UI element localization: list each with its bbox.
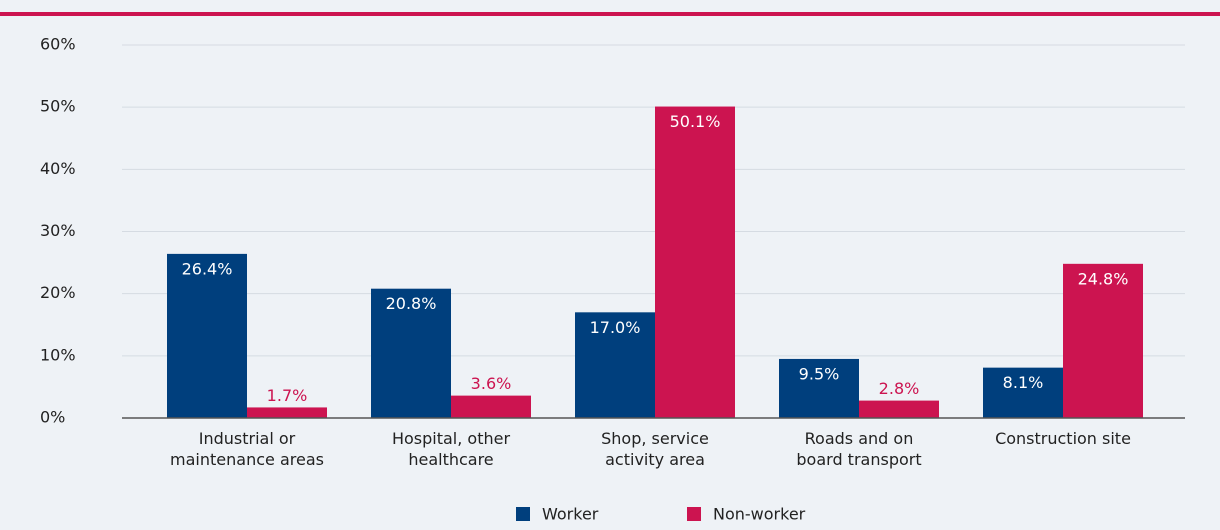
bar [575, 312, 655, 418]
bar [247, 407, 327, 418]
legend-swatch [687, 507, 701, 521]
top-rule [0, 12, 1220, 16]
legend-label: Worker [542, 505, 599, 524]
value-label: 9.5% [799, 364, 840, 383]
y-tick-label: 40% [40, 159, 76, 178]
value-label: 26.4% [182, 259, 233, 278]
legend-label: Non-worker [713, 505, 806, 524]
value-label: 17.0% [590, 318, 641, 337]
value-label: 24.8% [1078, 269, 1129, 288]
x-tick-label: Shop, service activity area [601, 429, 709, 469]
bar [167, 253, 247, 418]
value-label: 3.6% [471, 374, 512, 393]
y-tick-label: 30% [40, 221, 76, 240]
x-tick-label: Hospital, other healthcare [391, 429, 511, 469]
x-tick-label: Industrial or maintenance areas [170, 429, 324, 469]
legend-swatch [516, 507, 530, 521]
bar [1063, 263, 1143, 418]
bar [779, 358, 859, 418]
y-tick-label: 20% [40, 283, 76, 302]
value-label: 8.1% [1003, 373, 1044, 392]
value-label: 20.8% [386, 294, 437, 313]
y-tick-label: 10% [40, 345, 76, 364]
y-tick-label: 50% [40, 97, 76, 116]
value-label: 2.8% [879, 379, 920, 398]
bar [983, 367, 1063, 418]
y-tick-label: 60% [40, 35, 76, 54]
bar [451, 395, 531, 418]
bar [655, 106, 735, 419]
bar [859, 400, 939, 418]
value-label: 50.1% [670, 112, 721, 131]
x-tick-label: Roads and on board transport [796, 429, 922, 469]
value-label: 1.7% [267, 386, 308, 405]
bar [371, 288, 451, 418]
x-tick-label: Construction site [995, 429, 1131, 448]
y-tick-label: 0% [40, 408, 65, 427]
